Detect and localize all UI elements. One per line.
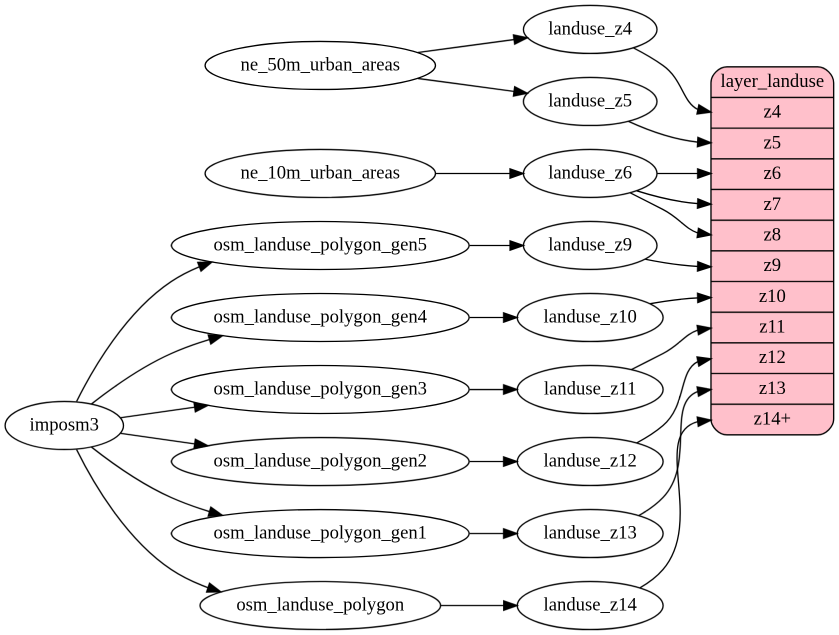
svg-text:z6: z6 bbox=[764, 163, 782, 184]
svg-text:landuse_z12: landuse_z12 bbox=[544, 450, 637, 471]
svg-text:osm_landuse_polygon: osm_landuse_polygon bbox=[236, 594, 405, 615]
svg-text:landuse_z6: landuse_z6 bbox=[548, 162, 632, 183]
svg-text:z13: z13 bbox=[759, 378, 786, 399]
svg-text:layer_landuse: layer_landuse bbox=[721, 71, 825, 92]
svg-text:landuse_z5: landuse_z5 bbox=[548, 90, 632, 111]
svg-text:z12: z12 bbox=[759, 347, 786, 368]
svg-text:z11: z11 bbox=[759, 316, 785, 337]
svg-text:osm_landuse_polygon_gen2: osm_landuse_polygon_gen2 bbox=[214, 450, 428, 471]
svg-text:ne_50m_urban_areas: ne_50m_urban_areas bbox=[241, 54, 401, 75]
svg-text:osm_landuse_polygon_gen1: osm_landuse_polygon_gen1 bbox=[214, 522, 428, 543]
svg-text:z4: z4 bbox=[764, 102, 782, 123]
svg-text:osm_landuse_polygon_gen5: osm_landuse_polygon_gen5 bbox=[214, 234, 428, 255]
svg-text:osm_landuse_polygon_gen4: osm_landuse_polygon_gen4 bbox=[214, 306, 428, 327]
svg-text:z8: z8 bbox=[764, 224, 782, 245]
svg-text:landuse_z13: landuse_z13 bbox=[544, 522, 637, 543]
svg-text:imposm3: imposm3 bbox=[30, 414, 99, 435]
svg-text:osm_landuse_polygon_gen3: osm_landuse_polygon_gen3 bbox=[214, 378, 428, 399]
svg-text:ne_10m_urban_areas: ne_10m_urban_areas bbox=[241, 162, 401, 183]
svg-text:z10: z10 bbox=[759, 286, 786, 307]
svg-text:landuse_z4: landuse_z4 bbox=[548, 18, 633, 39]
svg-text:z14+: z14+ bbox=[754, 408, 791, 429]
svg-text:z5: z5 bbox=[764, 132, 782, 153]
svg-text:landuse_z10: landuse_z10 bbox=[544, 306, 637, 327]
svg-text:z9: z9 bbox=[764, 255, 782, 276]
svg-text:landuse_z11: landuse_z11 bbox=[544, 378, 637, 399]
svg-text:landuse_z14: landuse_z14 bbox=[544, 594, 638, 615]
svg-text:landuse_z9: landuse_z9 bbox=[548, 234, 632, 255]
svg-text:z7: z7 bbox=[764, 194, 782, 215]
